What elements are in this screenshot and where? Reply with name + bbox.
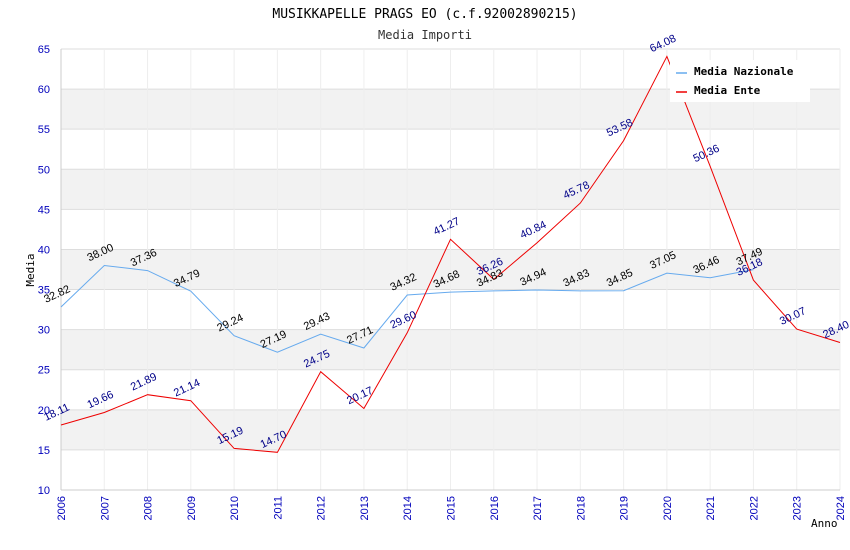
x-tick-label: 2007 bbox=[99, 496, 111, 520]
axes bbox=[60, 49, 840, 491]
data-label: 21.14 bbox=[172, 377, 202, 400]
y-tick-label: 50 bbox=[38, 164, 50, 176]
x-tick-label: 2016 bbox=[489, 496, 501, 520]
y-tick-label: 25 bbox=[38, 365, 50, 377]
y-tick-label: 20 bbox=[38, 405, 50, 417]
x-tick-label: 2010 bbox=[229, 496, 241, 520]
x-tick-label: 2015 bbox=[446, 496, 458, 520]
data-label: 21.89 bbox=[129, 371, 159, 394]
chart-title: MUSIKKAPELLE PRAGS EO (c.f.92002890215) bbox=[272, 7, 577, 22]
x-tick-label: 2006 bbox=[56, 496, 68, 520]
series-line-media-ente bbox=[60, 55, 841, 453]
x-axis-title: Anno bbox=[811, 517, 838, 530]
legend: Media Nazionale Media Ente bbox=[670, 60, 810, 102]
x-tick-label: 2019 bbox=[619, 496, 631, 520]
x-tick-label: 2022 bbox=[748, 496, 760, 520]
legend-background bbox=[670, 60, 810, 102]
y-tick-label: 40 bbox=[38, 244, 50, 256]
x-tick-label: 2023 bbox=[792, 496, 804, 520]
x-tick-label: 2014 bbox=[402, 496, 414, 520]
x-tick-labels: 2006 2007 2008 2009 2010 2011 2012 2013 2014 2015… bbox=[56, 496, 847, 520]
y-tick-label: 10 bbox=[38, 485, 50, 497]
x-tick-label: 2018 bbox=[575, 496, 587, 520]
data-label: 19.66 bbox=[85, 389, 115, 412]
data-label: 64.08 bbox=[648, 33, 678, 56]
x-tick-label: 2012 bbox=[316, 496, 328, 520]
y-tick-label: 30 bbox=[38, 325, 50, 337]
x-tick-label: 2024 bbox=[835, 496, 847, 520]
data-label: 50.36 bbox=[691, 143, 721, 166]
data-label: 41.27 bbox=[432, 216, 462, 239]
chart-subtitle: Media Importi bbox=[378, 28, 472, 42]
x-tick-label: 2013 bbox=[359, 496, 371, 520]
x-tick-label: 2021 bbox=[705, 496, 717, 520]
y-tick-label: 15 bbox=[38, 445, 50, 457]
y-axis-title: Media bbox=[24, 253, 37, 286]
x-tick-label: 2011 bbox=[272, 496, 284, 520]
data-label: 40.84 bbox=[518, 219, 548, 242]
data-label: 20.17 bbox=[345, 385, 375, 408]
y-tick-label: 60 bbox=[38, 84, 50, 96]
y-tick-label: 65 bbox=[38, 44, 50, 56]
y-tick-label: 55 bbox=[38, 124, 50, 136]
legend-label-media-nazionale: Media Nazionale bbox=[694, 65, 794, 78]
y-tick-label: 35 bbox=[38, 285, 50, 297]
x-tick-label: 2020 bbox=[662, 496, 674, 520]
gridlines bbox=[60, 48, 841, 491]
series-line-media-nazionale bbox=[60, 264, 754, 353]
series-lines bbox=[60, 55, 841, 453]
x-tick-label: 2009 bbox=[186, 496, 198, 520]
x-tick-label: 2008 bbox=[143, 496, 155, 520]
y-tick-label: 45 bbox=[38, 204, 50, 216]
legend-label-media-ente: Media Ente bbox=[694, 84, 761, 97]
x-tick-label: 2017 bbox=[532, 496, 544, 520]
y-tick-labels: 10 15 20 25 30 35 40 45 50 55 60 65 bbox=[38, 44, 50, 497]
